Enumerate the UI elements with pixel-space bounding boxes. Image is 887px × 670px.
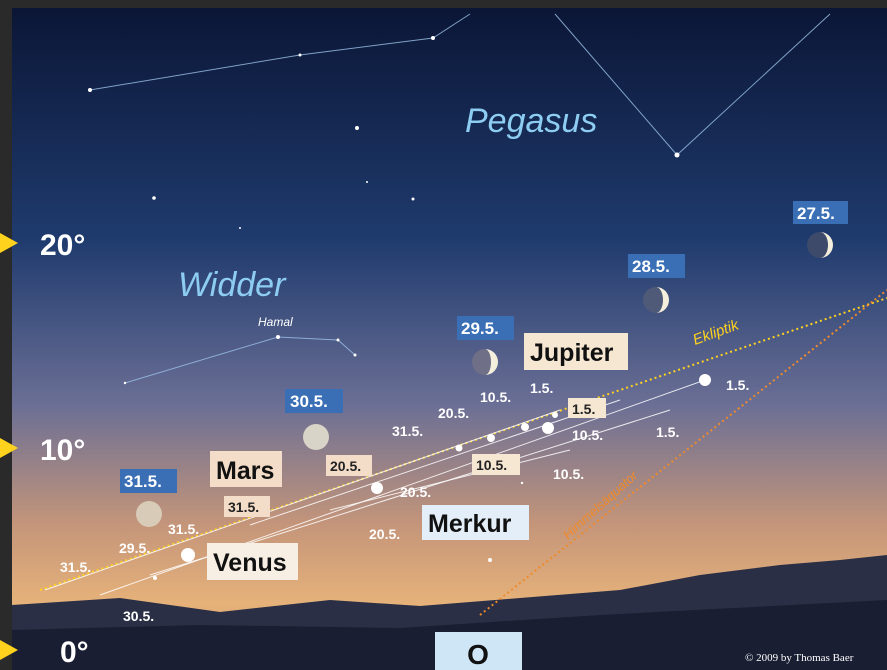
direction-label: O — [467, 639, 489, 670]
date-label: 10.5. — [476, 457, 507, 473]
planet-name: Mars — [216, 457, 274, 485]
date-label: 30.5. — [123, 608, 154, 624]
planet-name: Jupiter — [530, 339, 614, 367]
moon-date: 31.5. — [124, 472, 162, 491]
planet-name: Venus — [213, 549, 287, 577]
date-label: 29.5. — [119, 540, 150, 556]
date-label: 1.5. — [530, 380, 553, 396]
planet-name: Merkur — [428, 510, 512, 538]
moon-date: 27.5. — [797, 204, 835, 223]
altitude-label: 0° — [60, 636, 89, 669]
date-label: 31.5. — [168, 521, 199, 537]
date-label: 10.5. — [480, 389, 511, 405]
date-label: 20.5. — [438, 405, 469, 421]
date-label: 31.5. — [228, 499, 259, 515]
date-label: 20.5. — [369, 526, 400, 542]
altitude-label: 10° — [40, 434, 85, 467]
date-label: 20.5. — [330, 458, 361, 474]
date-label: 1.5. — [726, 377, 749, 393]
date-label: 10.5. — [553, 466, 584, 482]
date-label: 31.5. — [60, 559, 91, 575]
moon-date: 29.5. — [461, 319, 499, 338]
altitude-label: 20° — [40, 229, 85, 262]
date-label: 31.5. — [392, 423, 423, 439]
date-label: 20.5. — [400, 484, 431, 500]
moon-date: 30.5. — [290, 392, 328, 411]
constellation-name: Pegasus — [465, 102, 597, 140]
star-name: Hamal — [258, 315, 293, 329]
date-label: 1.5. — [656, 424, 679, 440]
constellation-name: Widder — [178, 266, 287, 304]
date-label: 10.5. — [572, 427, 603, 443]
sky-chart: 20° 10° 0° Pegasus Widder Hamal Ekliptik… — [0, 0, 887, 670]
date-label: 1.5. — [572, 401, 595, 417]
credit: © 2009 by Thomas Baer — [745, 652, 854, 664]
moon-date: 28.5. — [632, 257, 670, 276]
